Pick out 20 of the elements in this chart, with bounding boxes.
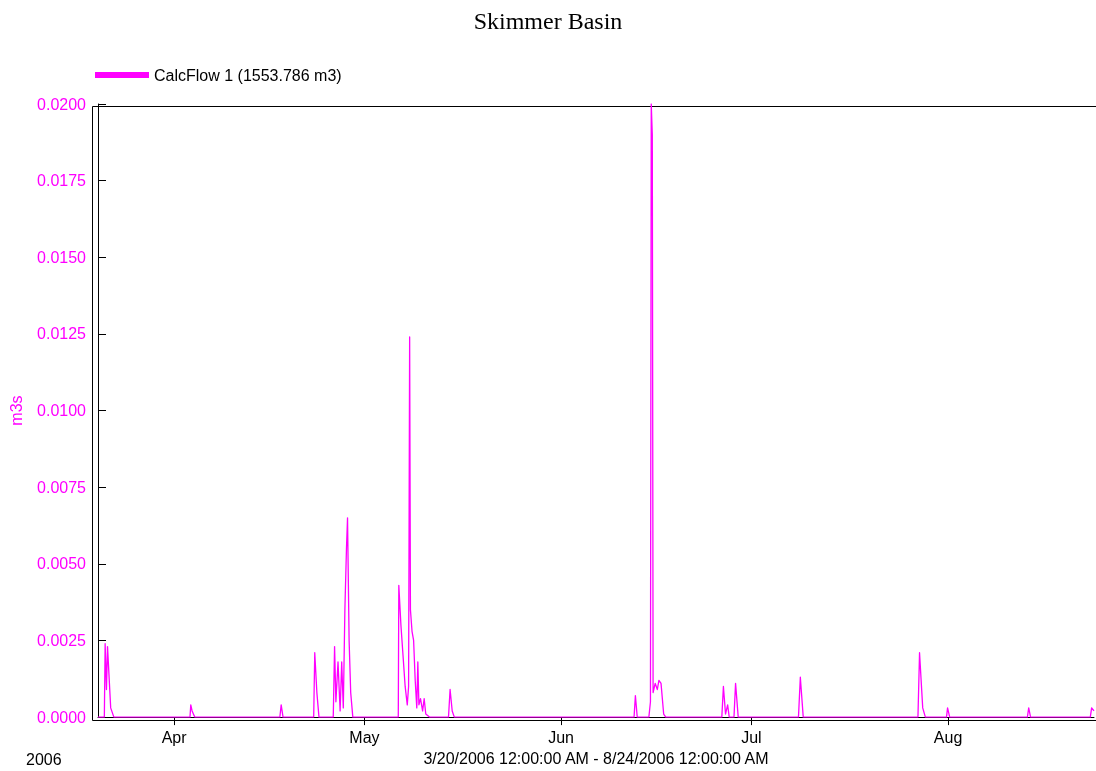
x-tick-label: Aug <box>933 728 963 746</box>
line-series <box>97 103 1095 718</box>
legend-label: CalcFlow 1 (1553.786 m3) <box>154 66 342 84</box>
x-tick-label: Jul <box>741 728 762 746</box>
y-tick-label: 0.0050 <box>37 555 87 573</box>
y-tick-label: 0.0025 <box>37 631 87 649</box>
x-tick-label: Jun <box>548 728 575 746</box>
y-tick-label: 0.0175 <box>37 172 87 190</box>
y-tick-label: 0.0200 <box>37 95 87 113</box>
text: 2006 <box>26 750 62 768</box>
y-tick-label: 0.0075 <box>37 478 87 496</box>
y-tick-label: 0.0000 <box>37 708 87 726</box>
chart-title: Skimmer Basin <box>473 8 623 34</box>
x-tick-label: May <box>349 728 380 746</box>
y-tick-label: 0.0125 <box>37 325 87 343</box>
y-tick-label: 0.0100 <box>37 402 87 420</box>
y-tick-label: 0.0150 <box>37 248 87 266</box>
x-tick-label: Apr <box>161 728 188 746</box>
y-axis-title: m3s <box>7 395 25 426</box>
x-axis-title: 3/20/2006 12:00:00 AM - 8/24/2006 12:00:00 AM <box>423 749 769 767</box>
